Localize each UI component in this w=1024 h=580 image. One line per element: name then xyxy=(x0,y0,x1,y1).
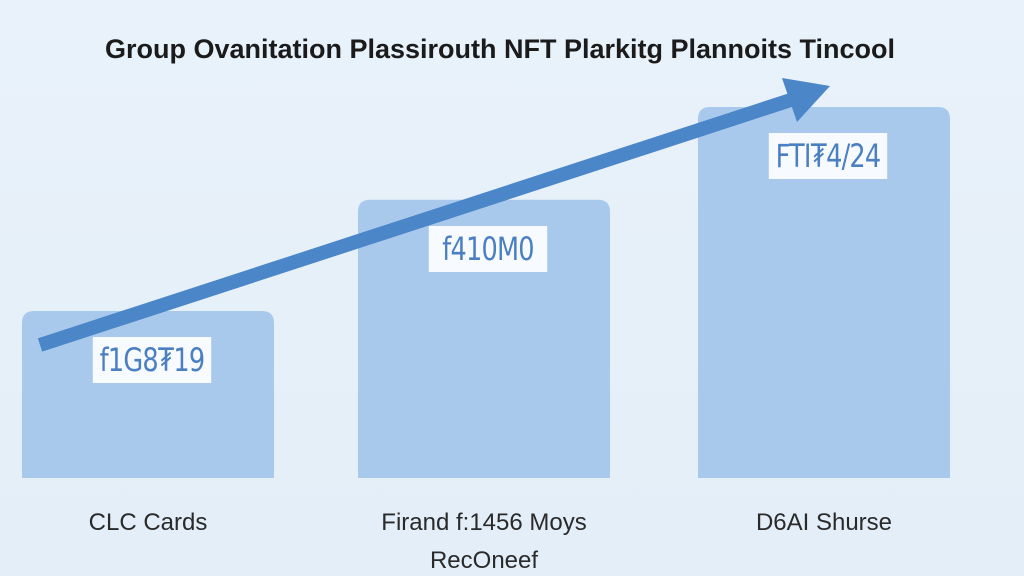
x-tick-label: Firand f:1456 Moys RecOneef xyxy=(381,509,587,574)
x-tick-label: CLC Cards xyxy=(88,509,208,536)
bar-label: FTI₮4/24 xyxy=(768,133,888,179)
arrow-head xyxy=(782,78,830,122)
x-tick-label: D6AI Shurse xyxy=(755,509,893,536)
bar-label: f410M0 xyxy=(428,225,548,272)
bar-label: f1G8₮19 xyxy=(92,337,212,384)
bar xyxy=(698,107,950,478)
trend-arrow xyxy=(37,90,803,352)
chart-title: Group Ovanitation Plassirouth NFT Plarki… xyxy=(104,34,896,64)
